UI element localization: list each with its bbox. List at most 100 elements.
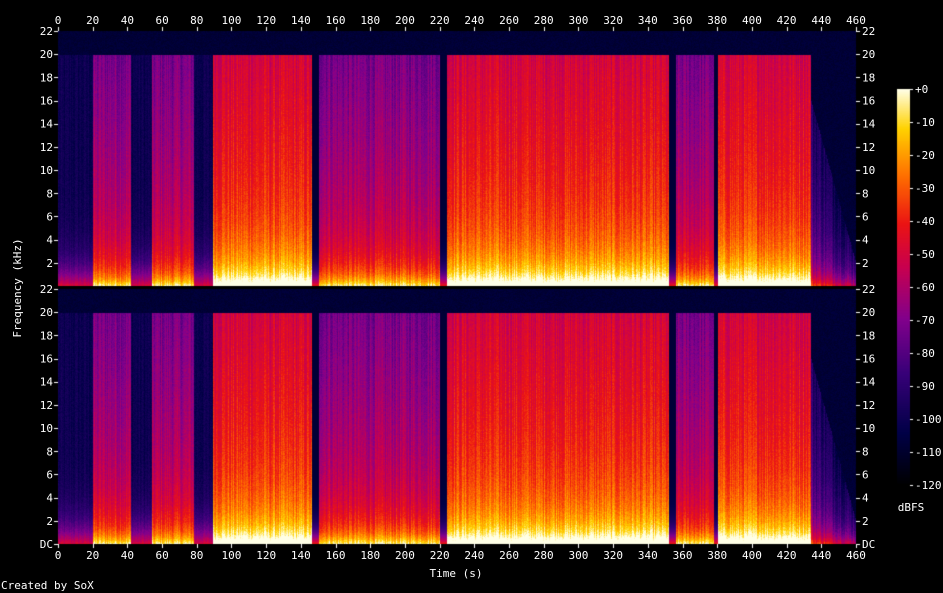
colorbar-tick-label: -50 (915, 248, 935, 261)
y-tick-label: 18 (862, 329, 875, 342)
colorbar-tick-label: -10 (915, 116, 935, 129)
x-tick-label: 420 (777, 549, 797, 562)
x-tick-label: 320 (603, 14, 623, 27)
y-tick-label: 16 (40, 95, 53, 108)
x-tick-label: 0 (55, 549, 62, 562)
y-tick-label: 14 (40, 376, 54, 389)
x-tick-label: 60 (155, 549, 168, 562)
x-tick-label: 220 (430, 14, 450, 27)
y-tick-label: 10 (40, 164, 53, 177)
y-tick-label: 20 (40, 306, 53, 319)
y-tick-label: DC (40, 538, 53, 551)
colorbar-tick-label: -120 (915, 479, 942, 492)
y-tick-label: 6 (862, 468, 869, 481)
x-tick-label: 120 (256, 549, 276, 562)
x-tick-label: 320 (603, 549, 623, 562)
y-tick-label: 8 (862, 445, 869, 458)
x-tick-label: 120 (256, 14, 276, 27)
colorbar-tick-label: -100 (915, 413, 942, 426)
y-tick-label: 22 (40, 25, 53, 38)
x-axis-label: Time (s) (430, 567, 483, 580)
y-tick-label: 20 (862, 306, 875, 319)
x-tick-label: 420 (777, 14, 797, 27)
colorbar-tick-label: -80 (915, 347, 935, 360)
x-tick-label: 60 (155, 14, 168, 27)
y-tick-label: 20 (862, 48, 875, 61)
y-tick-label: 4 (862, 234, 869, 247)
x-tick-label: 260 (499, 549, 519, 562)
y-tick-label: 14 (862, 376, 876, 389)
x-tick-label: 460 (846, 549, 866, 562)
y-tick-label: 14 (862, 118, 876, 131)
x-tick-label: 0 (55, 14, 62, 27)
y-tick-label: 20 (40, 48, 53, 61)
y-tick-label: 8 (862, 187, 869, 200)
x-tick-label: 340 (638, 14, 658, 27)
y-tick-label: 18 (40, 329, 53, 342)
colorbar-tick-labels: +0 -10 -20 -30 -40 -50 -60 -70 -80 -90 -100 -110 -12… (915, 83, 942, 492)
x-tick-label: 80 (190, 549, 203, 562)
colorbar-label: dBFS (898, 501, 925, 514)
x-tick-label: 360 (673, 549, 693, 562)
credit-text: Created by SoX (1, 579, 94, 592)
y-tick-label: 10 (862, 164, 875, 177)
y-tick-labels-right: 2 4 6 8 10 12 14 16 18 20 22 DC 2 4 6 8 10 12 14 16 18 20 22 (862, 25, 876, 551)
x-tick-label: 300 (568, 14, 588, 27)
y-tick-label: 8 (46, 187, 53, 200)
x-tick-label: 220 (430, 549, 450, 562)
x-tick-label: 20 (86, 549, 99, 562)
y-tick-label: 16 (40, 353, 53, 366)
x-tick-label: 200 (395, 14, 415, 27)
x-tick-label: 340 (638, 549, 658, 562)
y-tick-label: 12 (862, 141, 875, 154)
x-tick-label: 180 (360, 14, 380, 27)
y-tick-label: 2 (46, 515, 53, 528)
y-tick-label: 18 (862, 71, 875, 84)
x-tick-label: 400 (742, 549, 762, 562)
y-tick-label: 6 (862, 210, 869, 223)
x-tick-labels-top: 0 20 40 60 80 100 120 140 160 180 200 220 240 260 280 3… (55, 14, 866, 27)
y-tick-label: 4 (46, 492, 53, 505)
y-tick-label: 12 (862, 399, 875, 412)
colorbar-tick-label: -40 (915, 215, 935, 228)
x-tick-label: 20 (86, 14, 99, 27)
x-tick-label: 80 (190, 14, 203, 27)
x-tick-label: 240 (464, 549, 484, 562)
x-tick-label: 40 (121, 14, 134, 27)
x-tick-label: 200 (395, 549, 415, 562)
x-tick-label: 260 (499, 14, 519, 27)
y-tick-label: 8 (46, 445, 53, 458)
y-tick-label: 4 (862, 492, 869, 505)
y-tick-label: 22 (40, 283, 53, 296)
y-tick-label: 4 (46, 234, 53, 247)
y-tick-label: 12 (40, 399, 53, 412)
y-axis-label: Frequency (kHz) (11, 238, 24, 337)
x-tick-label: 40 (121, 549, 134, 562)
x-tick-label: 240 (464, 14, 484, 27)
x-tick-label: 300 (568, 549, 588, 562)
y-tick-label: 2 (862, 257, 869, 270)
colorbar-tick-label: -90 (915, 380, 935, 393)
x-tick-label: 180 (360, 549, 380, 562)
colorbar-tick-label: -30 (915, 182, 935, 195)
colorbar-tick-label: -20 (915, 149, 935, 162)
x-tick-label: 100 (222, 549, 242, 562)
y-tick-label: 10 (40, 422, 53, 435)
y-tick-label: 22 (862, 25, 875, 38)
x-tick-label: 460 (846, 14, 866, 27)
x-tick-labels-bottom: 0 20 40 60 80 100 120 140 160 180 200 220 240 260 280 3… (55, 549, 866, 562)
x-tick-label: 440 (811, 14, 831, 27)
x-tick-label: 160 (326, 14, 346, 27)
colorbar-tick-label: +0 (915, 83, 928, 96)
y-tick-label: 6 (46, 468, 53, 481)
y-tick-label: 2 (862, 515, 869, 528)
y-tick-label: 22 (862, 283, 875, 296)
y-tick-labels-left: 2 4 6 8 10 12 14 16 18 20 22 DC 2 4 6 8 10 12 14 16 18 20 22 (40, 25, 54, 551)
x-tick-label: 400 (742, 14, 762, 27)
colorbar-tick-label: -60 (915, 281, 935, 294)
y-tick-label: DC (862, 538, 875, 551)
y-tick-label: 6 (46, 210, 53, 223)
x-tick-label: 360 (673, 14, 693, 27)
